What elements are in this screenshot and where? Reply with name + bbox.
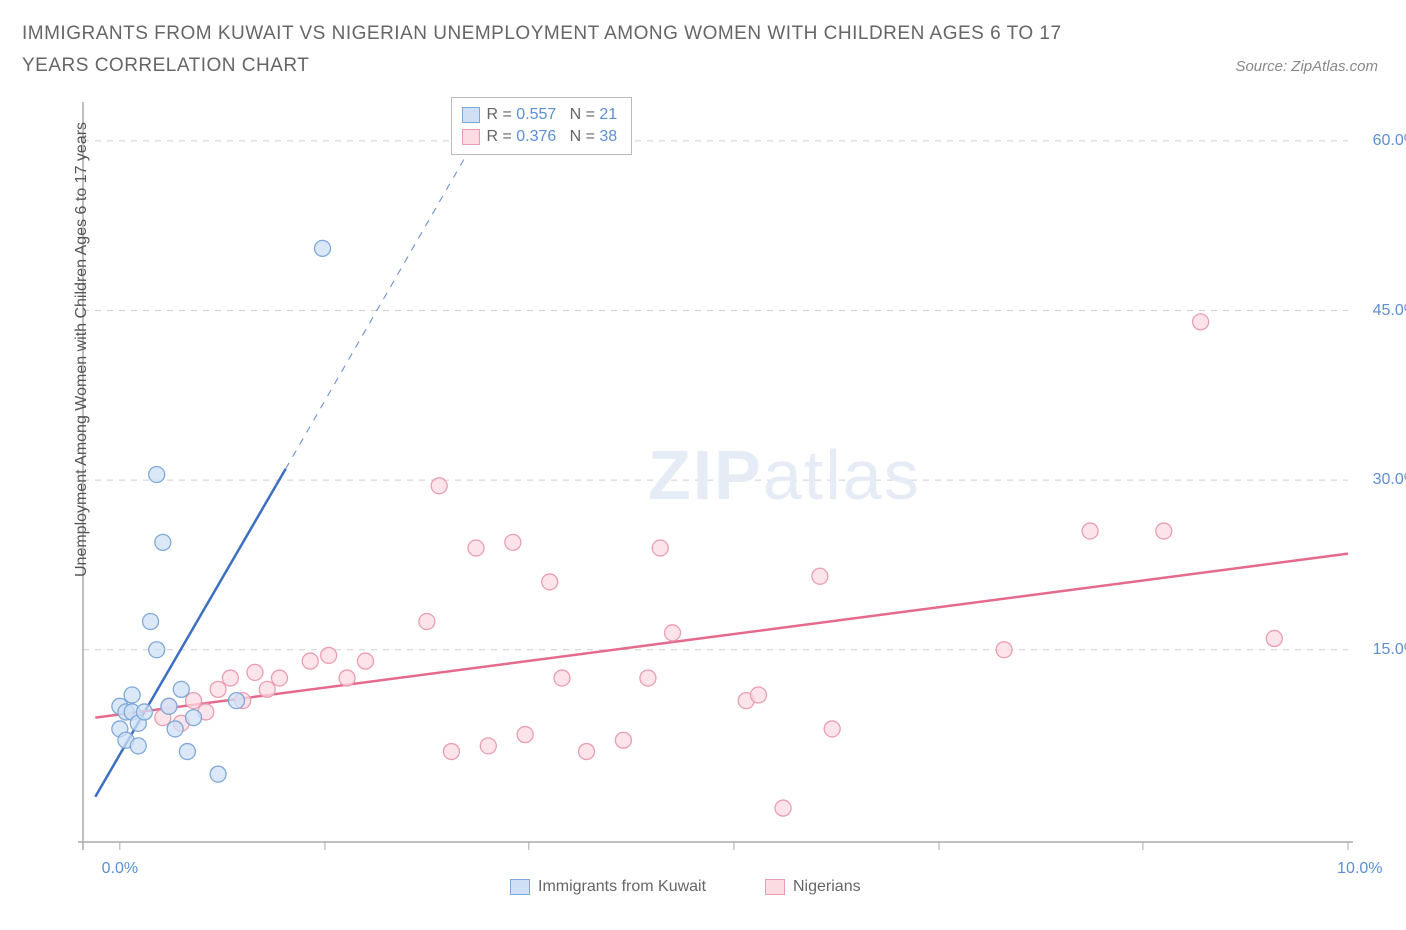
legend-row: R = 0.376 N = 38 (462, 126, 617, 148)
source-citation: Source: ZipAtlas.com (1235, 58, 1378, 75)
scatter-plot: Unemployment Among Women with Children A… (63, 97, 1378, 867)
legend-swatch (462, 107, 480, 123)
y-tick-label: 60.0% (1373, 132, 1406, 150)
legend-swatch (462, 129, 480, 145)
y-tick-label: 30.0% (1373, 471, 1406, 489)
correlation-legend: R = 0.557 N = 21R = 0.376 N = 38 (451, 97, 632, 155)
y-axis-label: Unemployment Among Women with Children A… (73, 122, 91, 577)
legend-swatch (765, 879, 785, 895)
legend-row: R = 0.557 N = 21 (462, 104, 617, 126)
x-tick-label: 0.0% (102, 860, 138, 878)
legend-swatch (510, 879, 530, 895)
y-tick-label: 15.0% (1373, 641, 1406, 659)
x-tick-label: 10.0% (1337, 860, 1382, 878)
legend-label: Nigerians (793, 878, 861, 896)
legend-label: Immigrants from Kuwait (538, 878, 706, 896)
y-tick-label: 45.0% (1373, 302, 1406, 320)
series-legend-item: Nigerians (765, 878, 861, 896)
chart-title: IMMIGRANTS FROM KUWAIT VS NIGERIAN UNEMP… (22, 18, 1122, 83)
plot-svg (63, 97, 1378, 867)
series-legend-item: Immigrants from Kuwait (510, 878, 706, 896)
